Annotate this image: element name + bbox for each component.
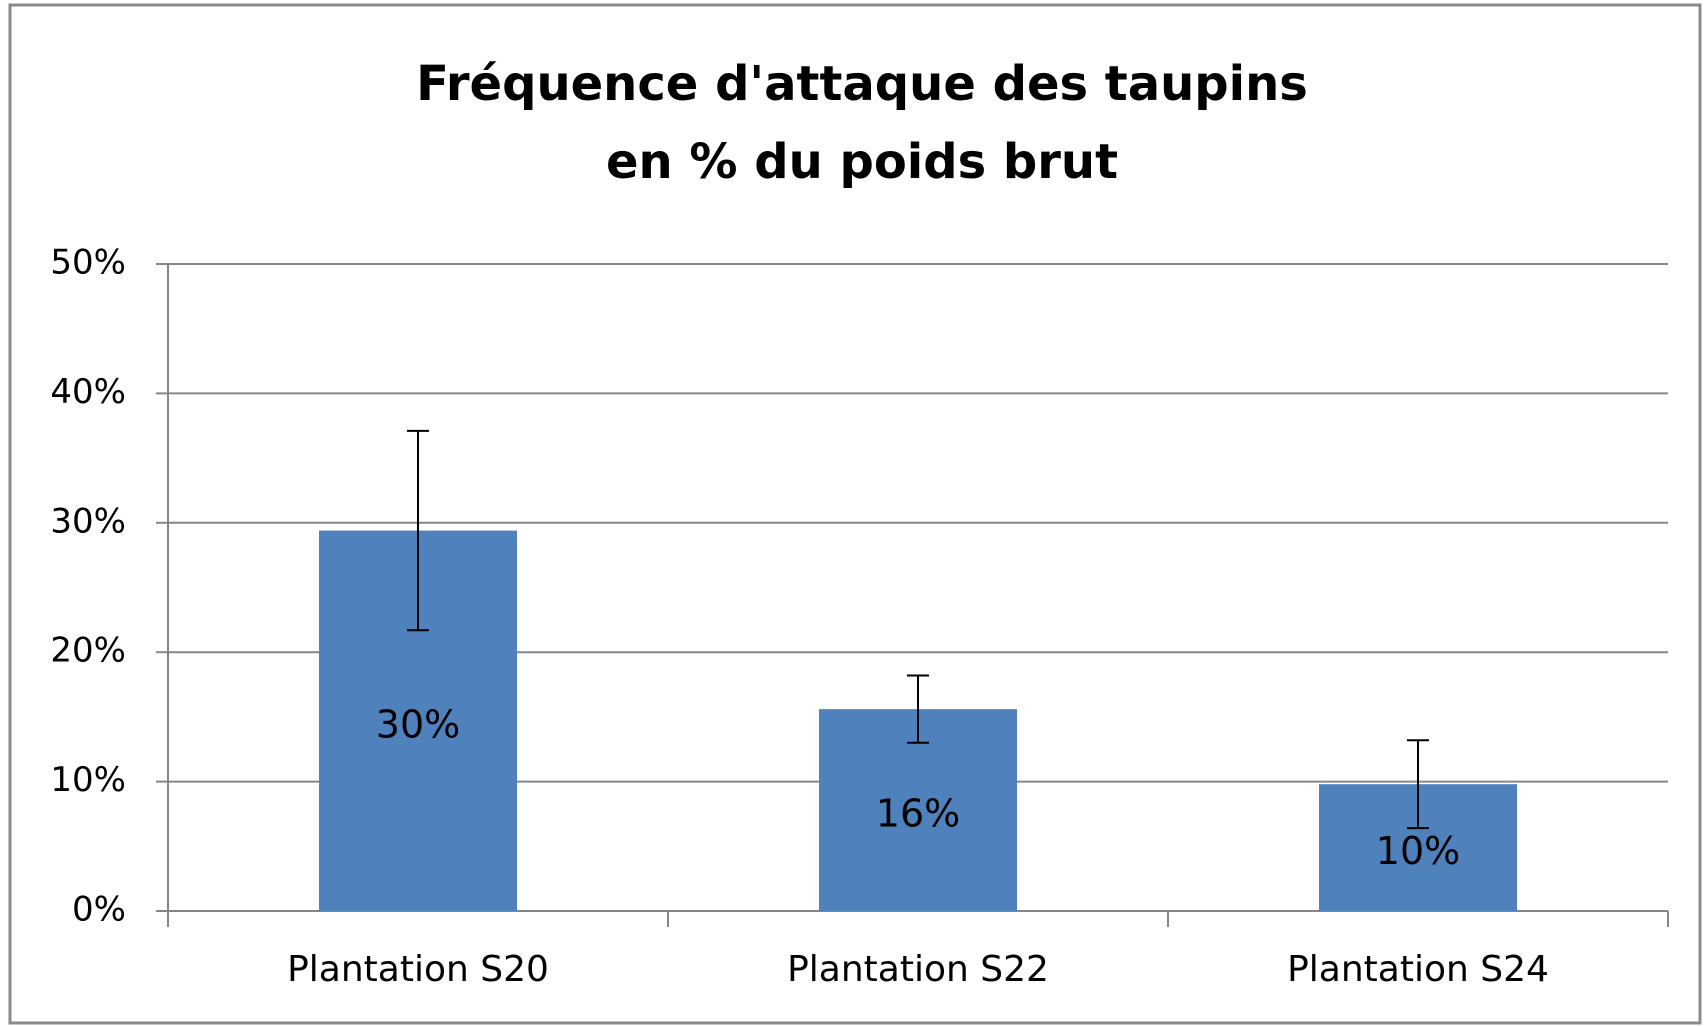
y-tick-label: 30% [50,501,126,541]
data-label: 16% [876,792,960,836]
data-label: 10% [1376,829,1460,873]
chart-title: en % du poids brut [606,134,1118,190]
chart-title: Fréquence d'attaque des taupins [416,56,1308,112]
x-tick-label: Plantation S22 [787,949,1049,990]
x-tick-label: Plantation S20 [287,949,549,990]
x-tick-label: Plantation S24 [1287,949,1549,990]
y-tick-label: 10% [50,760,126,800]
y-tick-label: 20% [50,631,126,671]
y-tick-label: 50% [50,243,126,283]
y-tick-label: 0% [72,890,126,930]
y-tick-label: 40% [50,372,126,412]
data-label: 30% [376,702,460,746]
